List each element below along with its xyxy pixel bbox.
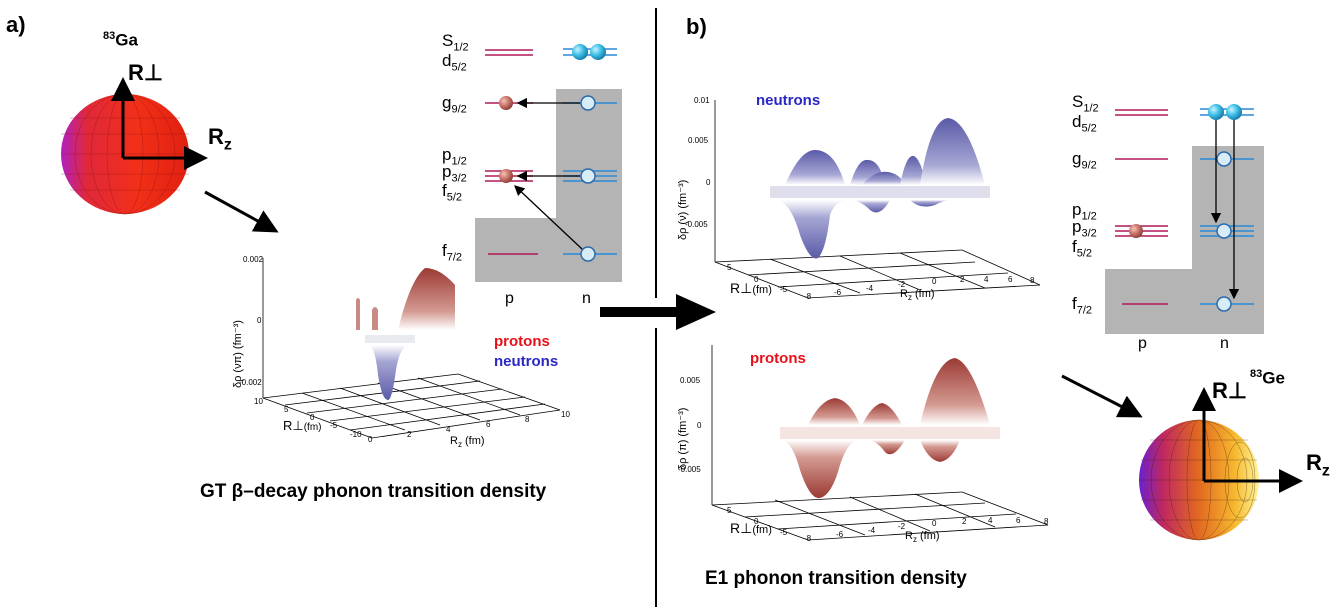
neutron-plot-ylabel: δρ (ν) (fm⁻³)	[677, 179, 689, 240]
proton-plot-title: protons	[750, 350, 806, 367]
level-d52-b: d5/2	[1072, 112, 1097, 135]
level-f52-b: f5/2	[1072, 237, 1093, 260]
proton-plot-perp-tick: 0	[754, 517, 759, 526]
ga-axis-z-label: Rz	[208, 124, 232, 154]
level-d52-a: d5/2	[442, 51, 467, 74]
panel-a-xlabel: Rz (fm)	[450, 435, 485, 450]
neutron-plot-xtick: 0	[932, 277, 937, 286]
ge-nucleus-sphere	[1139, 419, 1259, 541]
panel-a-perp-tick: 0	[310, 413, 315, 422]
neutron-plot-xtick: 4	[984, 275, 989, 284]
neutron-plot-perp-tick: -5	[780, 285, 788, 294]
panel-b-filled-region	[1105, 146, 1264, 334]
panel-a-perp-tick: -5	[330, 421, 338, 430]
ge-axis-z-label: Rz	[1306, 450, 1330, 480]
level-g92-b: g9/2	[1072, 149, 1097, 172]
proton-plot-xtick: 0	[932, 519, 937, 528]
neutron-plot-perp-tick: 5	[727, 263, 732, 272]
proton-plot-ytick: 0	[697, 421, 702, 430]
panel-a-xtick: 2	[407, 430, 412, 439]
neutron-plot-ytick: 0	[706, 178, 711, 187]
panel-b-neutron-plot	[714, 100, 1041, 299]
neutron-plot-xtick: -4	[866, 284, 874, 293]
panel-a-label: a)	[6, 12, 26, 37]
neutron-plot-perp-label: R⊥(fm)	[730, 280, 772, 296]
level-f52-a: f5/2	[442, 181, 463, 204]
panel-a-xtick: 8	[525, 415, 530, 424]
col-p-label-a: p	[505, 290, 514, 307]
panel-b-level-scheme	[1105, 104, 1264, 334]
level-p12-a: p1/2	[442, 145, 467, 168]
panel-a-ytick: 0	[257, 316, 262, 325]
neutron-plot-xtick: 6	[1008, 275, 1013, 284]
panel-a-xtick: 0	[368, 435, 373, 444]
ga-nucleus-label: 83Ga	[103, 30, 138, 50]
proton-plot-xtick: 2	[962, 517, 967, 526]
ga-to-plot-arrow	[204, 190, 279, 233]
proton-plot-xlabel: Rz (fm)	[905, 530, 940, 545]
panel-a-xtick: 10	[561, 410, 570, 419]
level-g92-a: g9/2	[442, 93, 467, 116]
panel-a-perp-tick: -10	[350, 430, 362, 439]
proton-plot-xtick: -2	[898, 522, 906, 531]
proton-plot-perp-tick: 5	[727, 506, 732, 515]
level-f72-b: f7/2	[1072, 294, 1093, 317]
neutron-plot-ytick: 0.005	[688, 136, 709, 145]
neutron-plot-xtick: -6	[834, 288, 842, 297]
panel-a-caption: GT β–decay phonon transition density	[200, 481, 547, 502]
panel-b-proton-plot	[711, 345, 1049, 541]
level-f72-a: f7/2	[442, 241, 463, 264]
panel-a-ytick: 0.002	[243, 255, 264, 264]
proton-plot-xtick: 4	[988, 516, 993, 525]
panel-a-level-scheme	[475, 44, 622, 282]
col-p-label-b: p	[1138, 335, 1147, 352]
neutron-plot-xtick: -2	[898, 280, 906, 289]
proton-plot-xtick: -6	[836, 530, 844, 539]
level-p12-b: p1/2	[1072, 200, 1097, 223]
neutron-plot-ytick: 0.01	[694, 96, 710, 105]
panel-a-xtick: 4	[446, 425, 451, 434]
panel-b-label: b)	[686, 14, 707, 39]
proton-plot-xtick: 6	[1016, 516, 1021, 525]
ge-nucleus-label: 83Ge	[1250, 368, 1285, 388]
plot-to-ge-arrow	[1061, 374, 1143, 418]
neutron-plot-xlabel: Rz (fm)	[900, 288, 935, 303]
ga-axis-perp-label: R⊥	[128, 60, 164, 85]
panel-a-3d-plot	[262, 258, 561, 439]
panel-a-perp-tick: 5	[284, 405, 289, 414]
proton-plot-ytick: -0.005	[678, 465, 701, 474]
legend-neutrons: neutrons	[494, 353, 559, 370]
col-n-label-b: n	[1220, 335, 1229, 352]
panel-a-filled-region	[475, 89, 622, 282]
panel-b-caption: E1 phonon transition density	[705, 568, 967, 589]
neutron-plot-perp-tick: 0	[754, 275, 759, 284]
panel-a-perp-tick: 10	[254, 397, 263, 406]
ga-nucleus-sphere	[61, 93, 189, 215]
panel-a-xtick: 6	[486, 420, 491, 429]
proton-plot-perp-tick: -5	[780, 528, 788, 537]
level-p32-b: p3/2	[1072, 217, 1097, 240]
proton-plot-xtick: -4	[868, 526, 876, 535]
legend-protons: protons	[494, 333, 550, 350]
neutron-plot-xtick: 2	[960, 275, 965, 284]
proton-plot-xtick: -8	[804, 534, 812, 543]
level-p32-a: p3/2	[442, 162, 467, 185]
proton-plot-perp-label: R⊥(fm)	[730, 520, 772, 536]
panel-a-perp-label: R⊥(fm)	[283, 418, 322, 433]
neutron-plot-ytick: -0.005	[685, 220, 708, 229]
ge-axis-perp-label: R⊥	[1212, 378, 1248, 403]
neutron-plot-title: neutrons	[756, 92, 821, 109]
neutron-plot-xtick: 8	[1030, 276, 1035, 285]
level-s12-a: S1/2	[442, 31, 469, 54]
neutron-plot-xtick: -8	[804, 292, 812, 301]
panel-a-ytick: -0.002	[239, 378, 262, 387]
big-transition-arrow	[600, 294, 716, 330]
proton-plot-xtick: 8	[1044, 517, 1049, 526]
col-n-label-a: n	[582, 290, 591, 307]
level-s12-b: S1/2	[1072, 92, 1099, 115]
proton-plot-ylabel: δρ (π) (fm⁻³)	[677, 407, 689, 470]
proton-plot-ytick: 0.005	[680, 376, 701, 385]
